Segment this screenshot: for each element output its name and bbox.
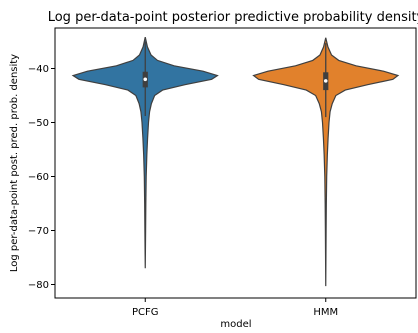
y-axis-label: Log per-data-point post. pred. prob. den… xyxy=(9,54,20,272)
median-marker-hmm xyxy=(323,79,328,83)
y-tick-label-4: −40 xyxy=(28,64,49,75)
violin-body-hmm xyxy=(252,37,400,287)
x-axis-label: model xyxy=(220,319,251,329)
violin-body-pcfg xyxy=(71,37,219,269)
y-axis: −80 −70 −60 −50 −40 xyxy=(28,64,55,291)
x-tick-label-hmm: HMM xyxy=(313,307,338,318)
x-tick-label-pcfg: PCFG xyxy=(132,307,159,318)
y-tick-label-0: −80 xyxy=(28,280,49,291)
y-tick-label-1: −70 xyxy=(28,226,49,237)
median-marker-pcfg xyxy=(143,77,148,82)
chart-title: Log per-data-point posterior predictive … xyxy=(48,10,418,25)
plot-frame xyxy=(54,27,417,299)
violins-layer xyxy=(71,37,400,287)
y-tick-label-3: −50 xyxy=(28,118,49,129)
y-tick-label-2: −60 xyxy=(28,172,49,183)
x-axis: PCFG HMM xyxy=(132,298,338,318)
